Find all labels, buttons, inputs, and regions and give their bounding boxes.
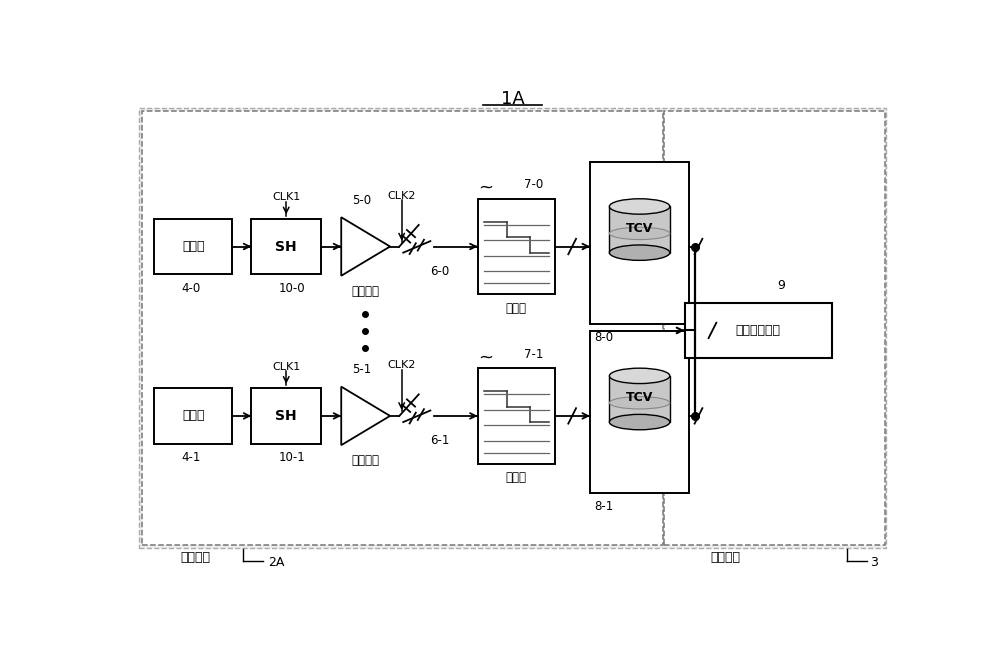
Text: CLK1: CLK1 [272, 192, 300, 202]
Text: SH: SH [275, 239, 297, 254]
Text: ~: ~ [478, 179, 493, 197]
Bar [139, 108, 886, 548]
Text: 5-1: 5-1 [352, 363, 371, 376]
Bar [251, 219, 321, 275]
Text: 5-0: 5-0 [352, 194, 371, 207]
Text: 8-0: 8-0 [594, 331, 613, 344]
Text: 数字芯片: 数字芯片 [710, 551, 740, 564]
Bar [478, 199, 555, 294]
Text: 2A: 2A [268, 556, 285, 569]
Text: 传感器: 传感器 [182, 410, 204, 422]
Text: 7-0: 7-0 [524, 178, 543, 191]
Ellipse shape [609, 397, 670, 409]
Ellipse shape [609, 227, 670, 239]
Text: SH: SH [275, 409, 297, 423]
Text: 1A: 1A [501, 90, 524, 108]
Bar [590, 162, 689, 323]
Bar [154, 388, 232, 444]
Text: TCV: TCV [626, 391, 653, 404]
Bar [154, 219, 232, 275]
Text: 模拟信号: 模拟信号 [351, 285, 379, 298]
Bar [142, 111, 663, 545]
Polygon shape [341, 217, 390, 276]
Text: 6-1: 6-1 [430, 434, 450, 447]
Text: 7-1: 7-1 [524, 348, 544, 361]
Text: CLK2: CLK2 [387, 191, 416, 201]
Text: 9: 9 [777, 279, 785, 292]
Text: 传感器: 传感器 [182, 240, 204, 253]
Text: 模拟芯片: 模拟芯片 [181, 551, 211, 564]
Text: 模拟信号: 模拟信号 [351, 454, 379, 467]
Text: CLK2: CLK2 [387, 360, 416, 370]
Text: ~: ~ [478, 349, 493, 367]
Text: 8-1: 8-1 [594, 500, 613, 513]
Ellipse shape [609, 414, 670, 430]
Ellipse shape [609, 368, 670, 384]
Bar [251, 388, 321, 444]
Text: 4-0: 4-0 [182, 282, 201, 295]
Bar [664, 111, 885, 545]
Text: 信号处理电路: 信号处理电路 [736, 324, 781, 337]
Text: 量化器: 量化器 [506, 302, 527, 315]
Text: 3: 3 [871, 556, 878, 569]
Text: CLK1: CLK1 [272, 361, 300, 372]
Text: 10-1: 10-1 [278, 451, 305, 464]
Text: TCV: TCV [626, 221, 653, 234]
Ellipse shape [609, 245, 670, 260]
Ellipse shape [609, 199, 670, 214]
Text: 6-0: 6-0 [430, 265, 450, 278]
Bar [685, 302, 832, 358]
Bar [609, 206, 670, 252]
Text: 10-0: 10-0 [278, 282, 305, 295]
Bar [609, 376, 670, 422]
Text: 量化器: 量化器 [506, 471, 527, 484]
Bar [478, 368, 555, 463]
Bar [590, 331, 689, 493]
Text: 4-1: 4-1 [182, 451, 201, 464]
Polygon shape [341, 387, 390, 445]
